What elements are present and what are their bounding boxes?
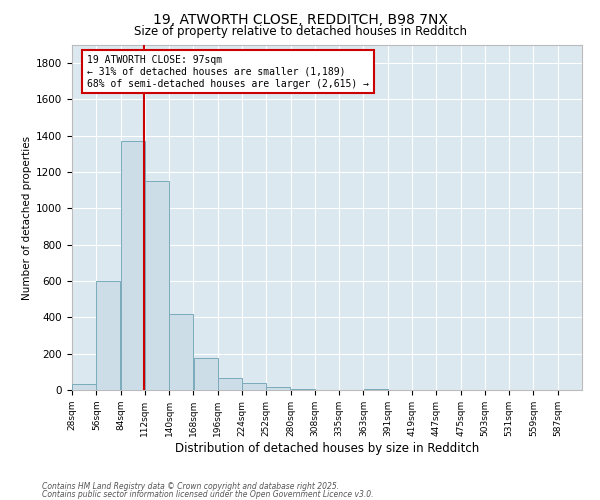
Text: Size of property relative to detached houses in Redditch: Size of property relative to detached ho…	[133, 25, 467, 38]
Text: 19 ATWORTH CLOSE: 97sqm
← 31% of detached houses are smaller (1,189)
68% of semi: 19 ATWORTH CLOSE: 97sqm ← 31% of detache…	[88, 56, 370, 88]
Bar	[72, 384, 96, 390]
Bar	[169, 314, 193, 390]
Bar	[291, 389, 315, 390]
Bar	[266, 388, 290, 390]
Bar	[97, 281, 121, 390]
Bar	[242, 382, 266, 390]
Bar	[194, 358, 218, 390]
Text: 19, ATWORTH CLOSE, REDDITCH, B98 7NX: 19, ATWORTH CLOSE, REDDITCH, B98 7NX	[152, 12, 448, 26]
Text: Contains public sector information licensed under the Open Government Licence v3: Contains public sector information licen…	[42, 490, 373, 499]
X-axis label: Distribution of detached houses by size in Redditch: Distribution of detached houses by size …	[175, 442, 479, 454]
Y-axis label: Number of detached properties: Number of detached properties	[22, 136, 32, 300]
Bar	[218, 378, 242, 390]
Text: Contains HM Land Registry data © Crown copyright and database right 2025.: Contains HM Land Registry data © Crown c…	[42, 482, 339, 491]
Bar	[121, 141, 145, 390]
Bar	[145, 181, 169, 390]
Bar	[364, 389, 388, 390]
